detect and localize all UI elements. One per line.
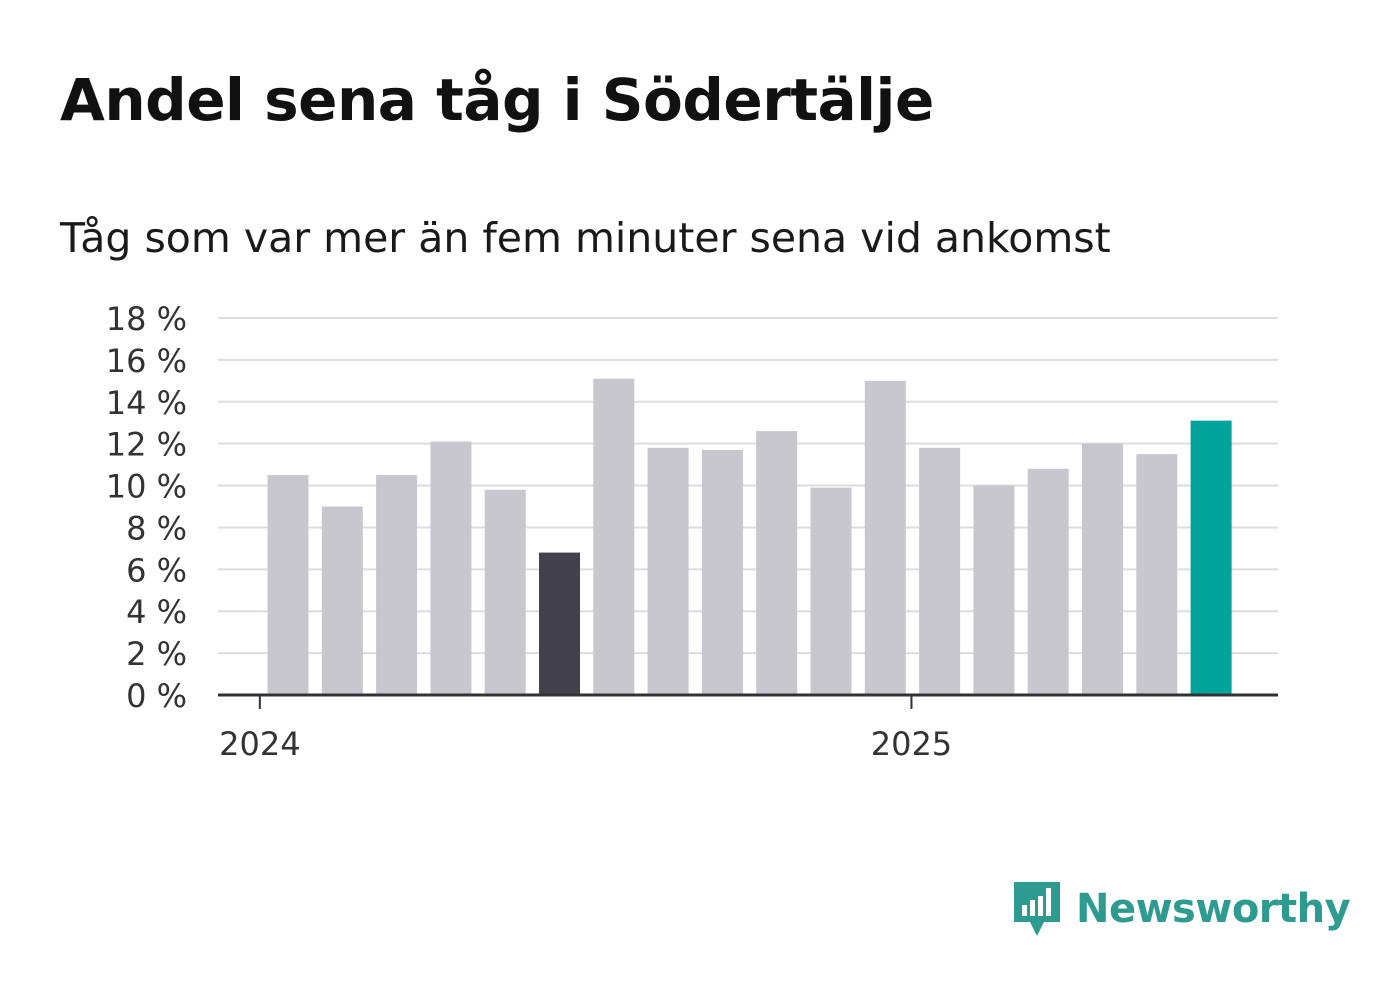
bar (539, 552, 580, 695)
y-tick-label: 2 % (126, 635, 187, 673)
y-tick-label: 14 % (106, 384, 187, 422)
bar (430, 441, 472, 695)
newsworthy-logo: Newsworthy (1010, 878, 1351, 940)
bars (267, 378, 1232, 695)
bar (647, 447, 689, 695)
bar (484, 489, 526, 695)
chart-title: Andel sena tåg i Södertälje (60, 66, 934, 134)
bar (1082, 443, 1123, 695)
y-tick-label: 6 % (126, 551, 187, 589)
bar (376, 475, 418, 695)
bar (919, 447, 961, 695)
bar (321, 506, 363, 695)
bar (864, 380, 906, 695)
bar (1136, 454, 1178, 695)
y-tick-label: 8 % (126, 509, 187, 547)
bar (1027, 468, 1069, 695)
bar (810, 487, 852, 695)
chart-subtitle: Tåg som var mer än fem minuter sena vid … (60, 214, 1111, 262)
bar (593, 378, 635, 695)
bar (1190, 420, 1232, 695)
y-tick-label: 10 % (106, 468, 187, 506)
x-tick-label: 2024 (219, 725, 300, 763)
y-tick-label: 4 % (126, 593, 187, 631)
bar (756, 431, 798, 695)
newsworthy-logo-icon (1014, 882, 1060, 936)
y-tick-label: 0 % (126, 677, 187, 715)
axes: 0 % 2 % 4 % 6 % 8 %10 % 12 % 14 % 16 % 18 % 2024 2… (106, 300, 1278, 763)
bar (973, 485, 1015, 695)
y-tick-label: 12 % (106, 426, 187, 464)
y-tick-label: 16 % (106, 342, 187, 380)
y-tick-label: 18 % (106, 300, 187, 338)
bar (267, 475, 309, 695)
x-tick-label: 2025 (871, 725, 952, 763)
brand-name: Newsworthy (1076, 886, 1351, 932)
bar (701, 449, 743, 695)
